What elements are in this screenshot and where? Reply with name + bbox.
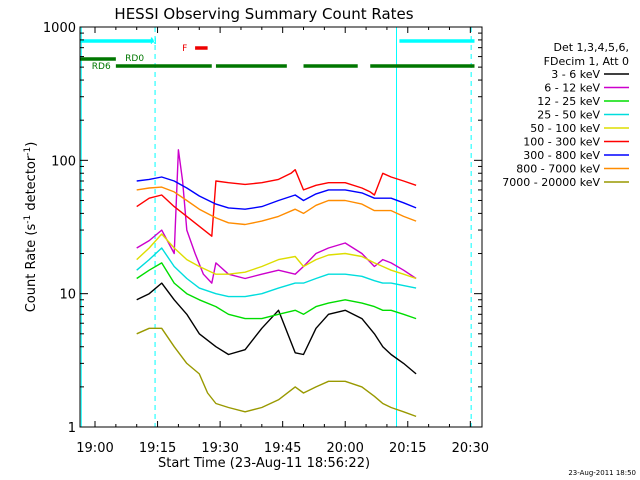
y-tick-label-1: 10 (59, 288, 76, 303)
y-axis-label-end: ) (24, 142, 39, 147)
x-tick-label-1: 19:15 (139, 441, 176, 456)
x-axis-label: Start Time (23-Aug-11 18:56:22) (158, 456, 370, 471)
legend-label-2: 12 - 25 keV (537, 95, 600, 108)
series-line-0 (136, 282, 417, 375)
legend-label-7: 800 - 7000 keV (516, 163, 600, 176)
plot-frame (79, 26, 483, 428)
legend-label-4: 50 - 100 keV (530, 122, 600, 135)
y-axis-label-sup1: -1 (23, 215, 33, 224)
legend-title-line1: Det 1,3,4,5,6, (553, 41, 629, 54)
x-tick-label-2: 19:30 (201, 441, 238, 456)
legend-label-6: 300 - 800 keV (523, 149, 600, 162)
footer-timestamp: 23-Aug-2011 18:50 (568, 469, 636, 477)
y-axis-label-sup2: -1 (23, 147, 33, 156)
x-tick-label-6: 20:30 (452, 441, 489, 456)
time-markers (80, 27, 472, 427)
series-line-8 (136, 327, 417, 418)
series-line-2 (136, 262, 417, 320)
status-bar-label-rd0: RD0 (125, 54, 144, 64)
series-line-7 (136, 186, 417, 226)
x-tick-label-0: 19:00 (76, 441, 113, 456)
series-lines (136, 149, 417, 418)
series-line-5 (136, 168, 417, 237)
legend-label-8: 7000 - 20000 keV (502, 176, 600, 189)
y-axis-label: Count Rate (s-1 detector-1) (23, 142, 39, 313)
status-bar-label-rd6: RD6 (92, 62, 111, 72)
legend-label-1: 6 - 12 keV (544, 82, 600, 95)
series-line-3 (136, 247, 417, 298)
y-tick-label-2: 100 (51, 154, 76, 169)
legend: Det 1,3,4,5,6, FDecim 1, Att 0 3 - 6 keV… (502, 41, 629, 189)
series-line-1 (136, 149, 417, 284)
status-bar-label-n: N (150, 37, 157, 47)
y-axis-ticks: 1 10 100 1000 (43, 21, 482, 436)
legend-title-line2: FDecim 1, Att 0 (544, 55, 629, 68)
x-axis-ticks: 19:00 19:15 19:30 19:45 20:00 20:15 20:30 (76, 27, 489, 456)
y-tick-label-0: 1 (68, 421, 76, 436)
y-tick-label-3: 1000 (43, 21, 76, 36)
legend-label-3: 25 - 50 keV (537, 109, 600, 122)
series-line-6 (136, 176, 417, 210)
status-bars: N F RD0 RD6 (80, 37, 475, 72)
x-tick-label-5: 20:15 (389, 441, 426, 456)
y-axis-label-mid: detector (24, 155, 39, 215)
y-axis-label-main: Count Rate (s (24, 224, 39, 313)
status-bar-label-f: F (182, 44, 187, 54)
legend-label-0: 3 - 6 keV (551, 68, 600, 81)
x-tick-label-3: 19:45 (264, 441, 301, 456)
series-line-4 (136, 233, 417, 280)
x-tick-label-4: 20:00 (326, 441, 363, 456)
legend-label-5: 100 - 300 keV (523, 136, 600, 149)
chart-title: HESSI Observing Summary Count Rates (114, 5, 413, 23)
